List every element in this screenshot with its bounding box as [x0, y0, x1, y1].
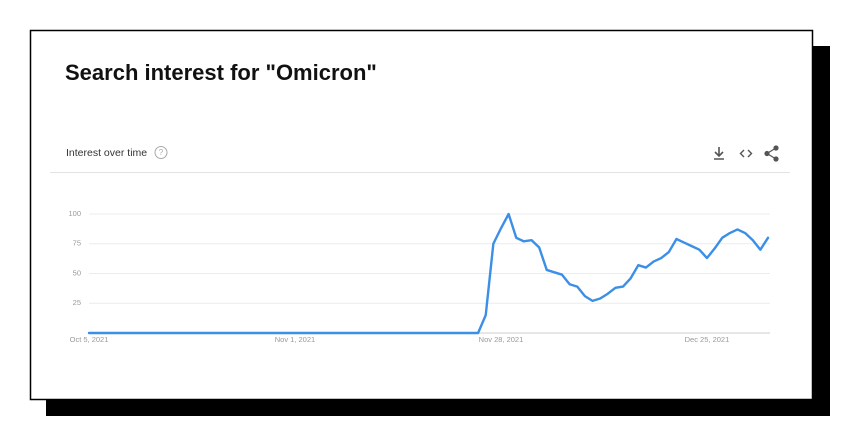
help-icon[interactable]: ?: [154, 146, 168, 159]
chart-title: Search interest for "Omicron": [65, 60, 377, 85]
y-tick-label: 75: [73, 239, 81, 248]
card: [29, 29, 814, 401]
y-tick-label: 100: [68, 209, 81, 218]
download-button[interactable]: [714, 147, 724, 160]
x-tick-label: Dec 25, 2021: [685, 335, 730, 344]
x-tick-label: Nov 1, 2021: [275, 335, 315, 344]
section-label: Interest over time: [66, 147, 147, 159]
y-tick-label: 50: [73, 268, 81, 277]
share-button[interactable]: [764, 145, 779, 162]
x-tick-label: Oct 5, 2021: [70, 335, 109, 344]
svg-text:?: ?: [159, 148, 164, 157]
series-line: [87, 212, 770, 335]
y-tick-label: 25: [73, 298, 81, 307]
x-tick-label: Nov 28, 2021: [479, 335, 524, 344]
embed-button[interactable]: [739, 149, 753, 158]
plot: 25 50 75 100 Oct 5, 2021 Nov 1, 2021 Nov 28, 2…: [68, 209, 770, 344]
